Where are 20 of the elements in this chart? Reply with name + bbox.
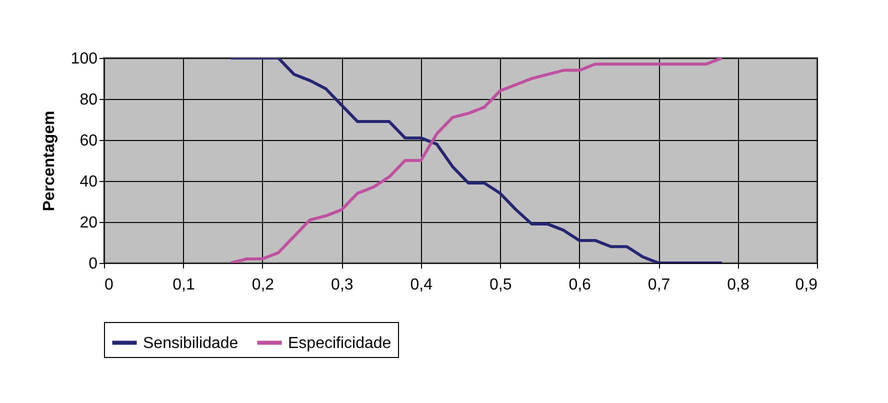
x-tick-label: 0,4 <box>410 276 433 294</box>
x-tick-label: 0,7 <box>648 276 670 294</box>
y-tick-label: 80 <box>80 92 98 108</box>
x-tick-label: 0,5 <box>489 276 512 294</box>
legend-label: Especificidade <box>288 334 392 352</box>
y-tick-label: 20 <box>80 214 98 232</box>
x-tick-label: 0,6 <box>568 276 592 294</box>
y-tick-label: 60 <box>80 132 98 150</box>
x-tick-label: 0,8 <box>727 276 750 294</box>
x-tick-label: 0 <box>104 276 114 294</box>
x-tick-label: 0,3 <box>331 276 354 294</box>
line-series <box>229 58 724 263</box>
x-tick-label: 0,9 <box>795 276 818 294</box>
y-tick-label: 40 <box>80 174 98 190</box>
y-tick-label: 100 <box>70 50 98 68</box>
y-axis-title: Percentagem <box>40 110 58 212</box>
x-tick-label: 0,1 <box>172 276 195 294</box>
y-tick-label: 0 <box>88 256 98 272</box>
x-tick-label: 0,2 <box>252 276 274 294</box>
legend-label: Sensibilidade <box>143 334 238 352</box>
